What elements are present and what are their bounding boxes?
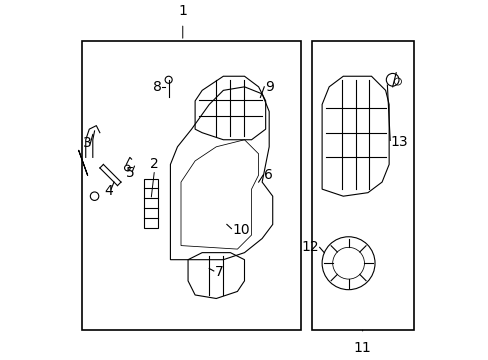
Text: 6: 6 bbox=[264, 168, 272, 182]
Text: 2: 2 bbox=[150, 157, 159, 171]
Text: 9: 9 bbox=[264, 80, 273, 94]
Text: 1: 1 bbox=[178, 4, 187, 18]
Text: 4: 4 bbox=[104, 184, 113, 198]
Bar bbox=[143, 179, 158, 228]
Text: 3: 3 bbox=[83, 136, 92, 150]
Text: 10: 10 bbox=[232, 223, 249, 237]
Text: 5: 5 bbox=[125, 166, 134, 180]
Bar bbox=[82, 41, 300, 330]
Bar bbox=[311, 41, 413, 330]
Text: 11: 11 bbox=[353, 341, 371, 355]
Text: 12: 12 bbox=[300, 240, 318, 255]
Text: 13: 13 bbox=[390, 135, 407, 149]
Text: 8: 8 bbox=[152, 80, 161, 94]
Text: 7: 7 bbox=[214, 265, 223, 279]
